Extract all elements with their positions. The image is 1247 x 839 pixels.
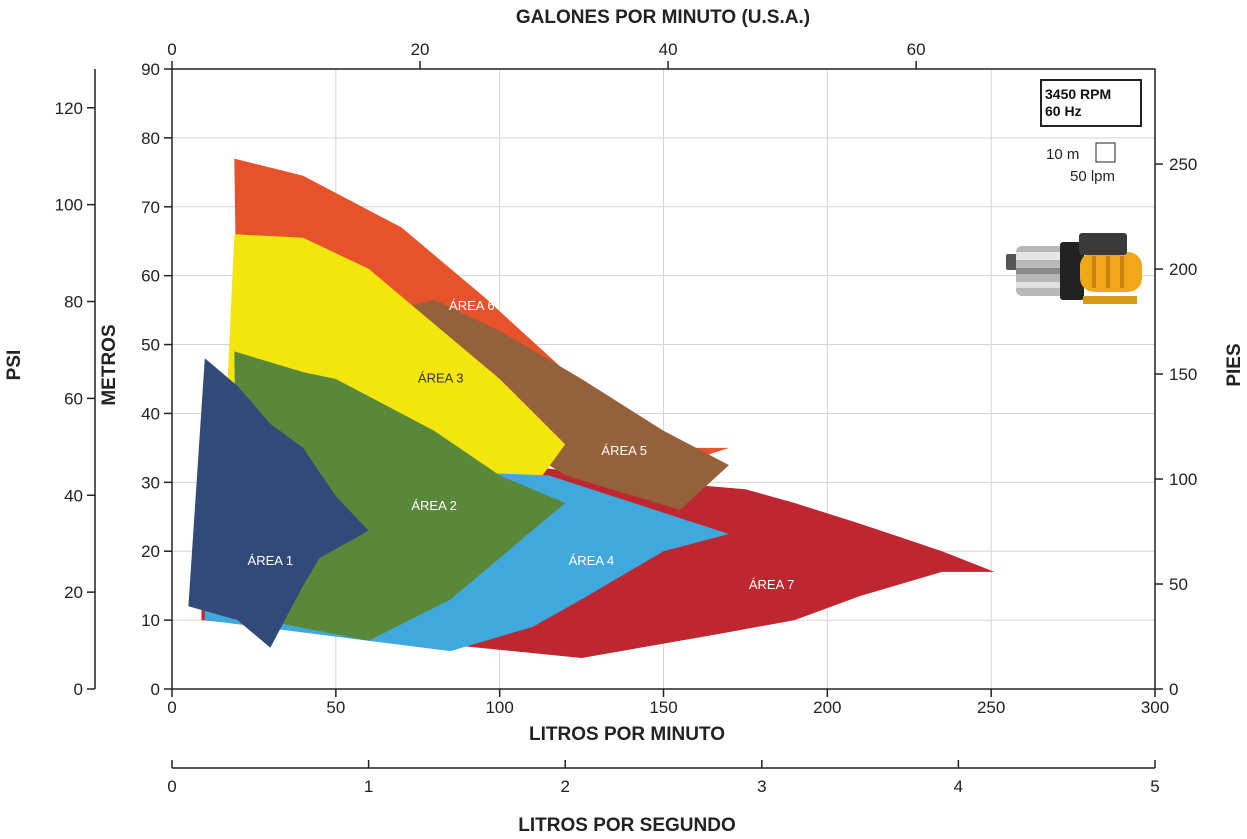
bottom-axis-title: LITROS POR MINUTO [529,724,725,745]
metros-tick-label-4: 40 [141,404,160,423]
legend-head-label: 10 m [1046,146,1079,163]
psi-tick-label-1: 20 [64,583,83,602]
rpm-box: 3450 RPM 60 Hz [1040,79,1142,127]
metros-tick-label-6: 60 [141,267,160,286]
psi-tick-label-6: 120 [55,99,83,118]
lps-tick-label-3: 3 [757,777,766,796]
legend-flow-label: 50 lpm [1070,168,1115,185]
lps-tick-label-0: 0 [167,777,176,796]
lpm-tick-label-3: 150 [649,698,677,717]
gpm-tick-label-3: 60 [907,40,926,59]
lps-tick-label-4: 4 [954,777,963,796]
area-label-1: ÁREA 7 [749,577,795,592]
lpm-tick-label-6: 300 [1141,698,1169,717]
lps-axis: 0 1 2 3 4 5 [167,760,1160,796]
lpm-tick-label-2: 100 [485,698,513,717]
metros-tick-label-2: 20 [141,542,160,561]
lps-tick-label-2: 2 [560,777,569,796]
metros-axis: 0 10 20 30 40 50 60 70 80 90 [141,60,172,699]
lps-tick-label-1: 1 [364,777,373,796]
pies-tick-label-2: 100 [1169,470,1197,489]
metros-tick-label-7: 70 [141,198,160,217]
gpm-tick-label-2: 40 [659,40,678,59]
legend-square-icon [1095,142,1116,163]
top-axis-title: GALONES POR MINUTO (U.S.A.) [516,7,810,28]
pies-tick-label-3: 150 [1169,365,1197,384]
area-label-2: ÁREA 6 [449,298,495,313]
extra-axis-title: LITROS POR SEGUNDO [518,815,735,836]
gpm-axis: 0 20 40 60 [167,40,926,69]
pies-tick-label-0: 0 [1169,680,1178,699]
psi-tick-label-4: 80 [64,293,83,312]
gpm-tick-label-1: 20 [411,40,430,59]
metros-tick-label-3: 30 [141,473,160,492]
performance-areas [188,158,995,658]
area-polygon-7 [188,358,369,648]
area-label-3: ÁREA 5 [601,443,647,458]
psi-axis: 0 20 40 60 80 100 120 [55,69,96,699]
pies-axis: 0 50 100 150 200 250 [1155,155,1197,699]
metros-tick-label-8: 80 [141,129,160,148]
psi-axis-title: PSI [4,350,25,381]
area-label-4: ÁREA 3 [418,370,464,385]
lpm-tick-label-5: 250 [977,698,1005,717]
psi-tick-label-2: 40 [64,486,83,505]
metros-tick-label-0: 0 [151,680,160,699]
scale-legend: 10 m 50 lpm [1046,142,1116,185]
pies-tick-label-1: 50 [1169,575,1188,594]
area-label-6: ÁREA 2 [411,498,457,513]
metros-axis-title: METROS [99,324,120,405]
lpm-tick-label-1: 50 [326,698,345,717]
lps-tick-label-5: 5 [1150,777,1159,796]
area-polygon-2 [234,158,730,462]
area-label-7: ÁREA 1 [248,553,294,568]
metros-tick-label-1: 10 [141,611,160,630]
pies-tick-label-5: 250 [1169,155,1197,174]
hz-label: 60 Hz [1045,103,1082,119]
lpm-axis: 0 50 100 150 200 250 300 [167,689,1169,717]
area-label-5: ÁREA 4 [569,553,615,568]
pump-icon [1006,233,1142,304]
rpm-label: 3450 RPM [1045,86,1111,102]
pies-axis-title: PIES [1224,343,1245,386]
metros-tick-label-5: 50 [141,336,160,355]
area-labels: ÁREA 7 ÁREA 6 ÁREA 5 ÁREA 3 ÁREA 4 ÁREA 2 ÁREA… [248,298,795,592]
psi-tick-label-0: 0 [74,680,83,699]
psi-tick-label-5: 100 [55,196,83,215]
lpm-tick-label-4: 200 [813,698,841,717]
pies-tick-label-4: 200 [1169,260,1197,279]
psi-tick-label-3: 60 [64,389,83,408]
metros-tick-label-9: 90 [141,60,160,79]
lpm-tick-label-0: 0 [167,698,176,717]
gpm-tick-label-0: 0 [167,40,176,59]
